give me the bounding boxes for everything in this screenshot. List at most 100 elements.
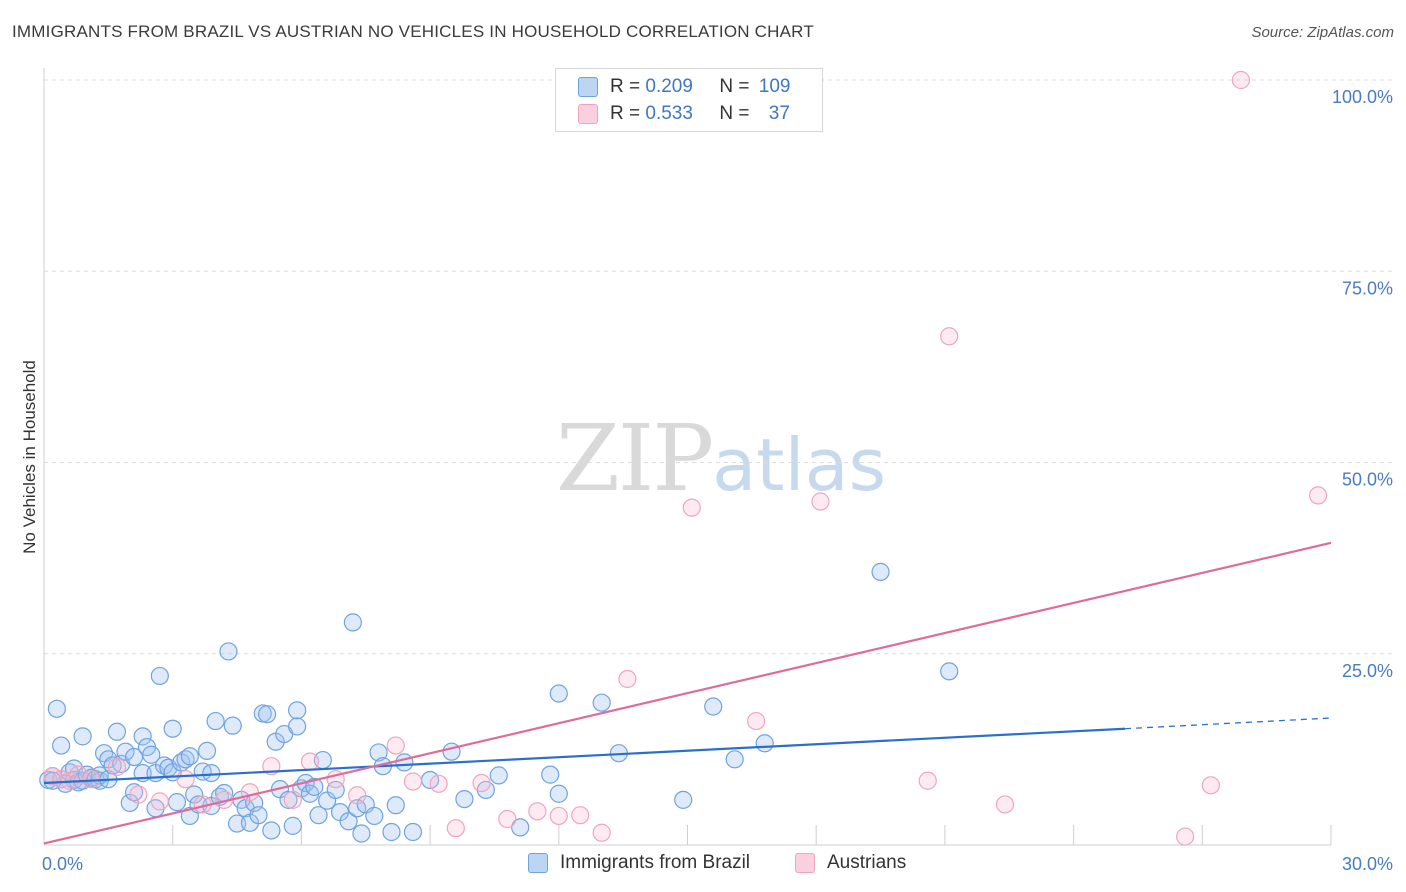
point-brazil xyxy=(940,662,959,681)
point-austrians xyxy=(1231,70,1251,90)
chart-title: IMMIGRANTS FROM BRAZIL VS AUSTRIAN NO VE… xyxy=(12,22,814,41)
point-brazil xyxy=(107,722,127,741)
point-austrians xyxy=(682,498,701,517)
point-brazil xyxy=(549,684,568,703)
point-austrians xyxy=(528,802,547,821)
point-brazil xyxy=(352,824,371,843)
trendline-brazil xyxy=(43,727,1126,785)
point-austrians xyxy=(150,792,169,811)
legend-r-value: 0.209 xyxy=(645,76,693,97)
point-austrians xyxy=(300,752,320,771)
point-brazil xyxy=(704,697,723,716)
point-brazil xyxy=(489,766,508,785)
point-brazil xyxy=(47,699,66,718)
legend-swatch-pink xyxy=(578,104,598,124)
point-austrians xyxy=(283,790,302,809)
point-brazil xyxy=(223,716,242,735)
point-austrians xyxy=(747,711,766,731)
point-brazil xyxy=(348,799,367,818)
x-tick-label: 30.0% xyxy=(1342,854,1393,874)
point-austrians xyxy=(1201,776,1220,795)
point-brazil xyxy=(262,821,281,840)
y-tick-label: 75.0% xyxy=(1342,278,1393,298)
point-brazil xyxy=(283,816,302,835)
chart-source: Source: ZipAtlas.com xyxy=(1251,24,1394,41)
trendline-austrians xyxy=(43,541,1332,845)
trendline-brazil-extension xyxy=(1125,717,1332,730)
legend-n-value: 109 xyxy=(758,76,791,97)
point-austrians xyxy=(1309,486,1328,505)
point-brazil xyxy=(167,793,187,812)
point-brazil xyxy=(150,666,169,686)
point-brazil xyxy=(725,750,744,769)
point-brazil xyxy=(382,822,401,842)
point-brazil xyxy=(541,765,560,784)
x-tick-label: 0.0% xyxy=(42,854,83,874)
bottom-legend-swatch-pink xyxy=(795,853,815,873)
point-austrians xyxy=(240,783,260,802)
point-austrians xyxy=(498,809,517,829)
watermark-atlas: atlas xyxy=(712,423,887,507)
point-austrians xyxy=(386,736,405,755)
bottom-legend-austrians[interactable]: Austrians xyxy=(795,852,906,874)
point-austrians xyxy=(107,757,127,777)
point-brazil xyxy=(133,727,152,746)
point-brazil xyxy=(180,747,199,766)
point-brazil xyxy=(257,705,277,724)
point-austrians xyxy=(940,327,959,346)
point-austrians xyxy=(403,772,423,791)
point-brazil xyxy=(386,796,405,815)
point-brazil xyxy=(202,763,221,783)
point-brazil xyxy=(142,745,161,764)
legend-r-label: R = xyxy=(610,76,646,97)
point-austrians xyxy=(348,786,367,805)
point-austrians xyxy=(618,669,637,689)
point-brazil xyxy=(163,719,182,738)
bottom-legend-swatch-blue xyxy=(528,853,548,873)
point-brazil xyxy=(206,711,225,731)
bottom-legend-brazil[interactable]: Immigrants from Brazil xyxy=(528,852,750,874)
point-brazil xyxy=(279,790,298,809)
point-brazil xyxy=(116,742,135,761)
point-austrians xyxy=(176,770,195,789)
point-brazil xyxy=(365,806,384,826)
point-brazil xyxy=(249,806,268,825)
y-tick-label: 100.0% xyxy=(1332,87,1393,107)
point-austrians xyxy=(571,806,590,825)
y-tick-label: 50.0% xyxy=(1342,470,1393,490)
y-axis-label: No Vehicles in Household xyxy=(20,360,39,554)
point-austrians xyxy=(918,771,937,790)
point-brazil xyxy=(288,717,307,736)
legend-row-brazil: R = 0.209 N = 109 xyxy=(578,75,790,99)
point-austrians xyxy=(82,770,101,789)
point-brazil xyxy=(219,642,238,661)
point-brazil xyxy=(674,790,693,809)
point-brazil xyxy=(339,812,358,831)
point-brazil xyxy=(369,743,388,762)
legend-n-label: N = xyxy=(719,76,755,97)
point-brazil xyxy=(309,806,328,825)
point-brazil xyxy=(197,741,217,761)
point-brazil xyxy=(755,734,774,753)
legend-r-label: R = xyxy=(610,103,646,124)
point-brazil xyxy=(442,742,461,761)
point-brazil xyxy=(403,822,423,842)
point-austrians xyxy=(811,492,830,511)
point-austrians xyxy=(995,795,1015,814)
point-brazil xyxy=(52,736,71,755)
point-brazil xyxy=(549,784,568,803)
watermark-zip: ZIP xyxy=(556,405,714,512)
point-austrians xyxy=(549,806,568,826)
point-brazil xyxy=(592,693,611,712)
point-austrians xyxy=(592,823,611,842)
point-brazil xyxy=(73,727,92,746)
legend-swatch-blue xyxy=(578,77,598,97)
legend-r-value: 0.533 xyxy=(645,103,693,124)
point-austrians xyxy=(429,774,448,793)
bottom-legend: Immigrants from Brazil Austrians xyxy=(0,852,1406,878)
legend-n-value: 37 xyxy=(768,103,790,124)
y-tick-label: 25.0% xyxy=(1342,661,1393,681)
point-brazil xyxy=(288,701,307,720)
stats-legend: R = 0.209 N = 109 R = 0.533 N = 37 xyxy=(555,68,823,132)
